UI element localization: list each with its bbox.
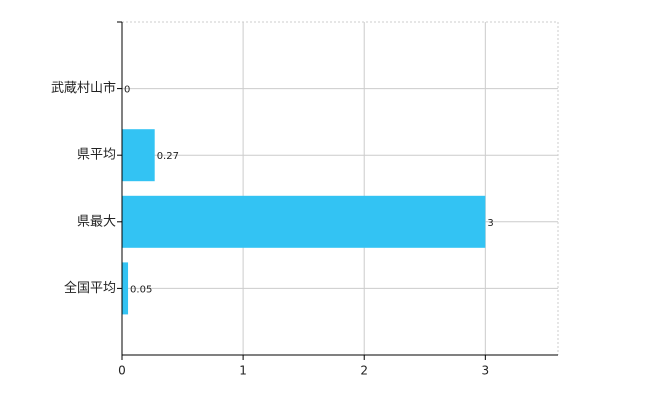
y-tick-label: 県最大 <box>77 214 116 229</box>
value-label: 0 <box>124 85 130 96</box>
x-tick-label: 1 <box>239 364 247 378</box>
x-tick-label: 3 <box>482 364 490 378</box>
y-tick-label: 全国平均 <box>64 280 116 296</box>
value-label: 3 <box>487 218 493 229</box>
y-tick-label: 武蔵村山市 <box>51 80 116 96</box>
x-tick-label: 0 <box>118 364 126 378</box>
y-tick-label: 県平均 <box>77 148 116 163</box>
value-label: 0.05 <box>130 284 152 295</box>
x-tick-label: 2 <box>360 364 368 378</box>
bar <box>122 262 129 315</box>
bar <box>122 129 155 182</box>
value-label: 0.27 <box>157 151 179 162</box>
bar <box>122 195 486 248</box>
